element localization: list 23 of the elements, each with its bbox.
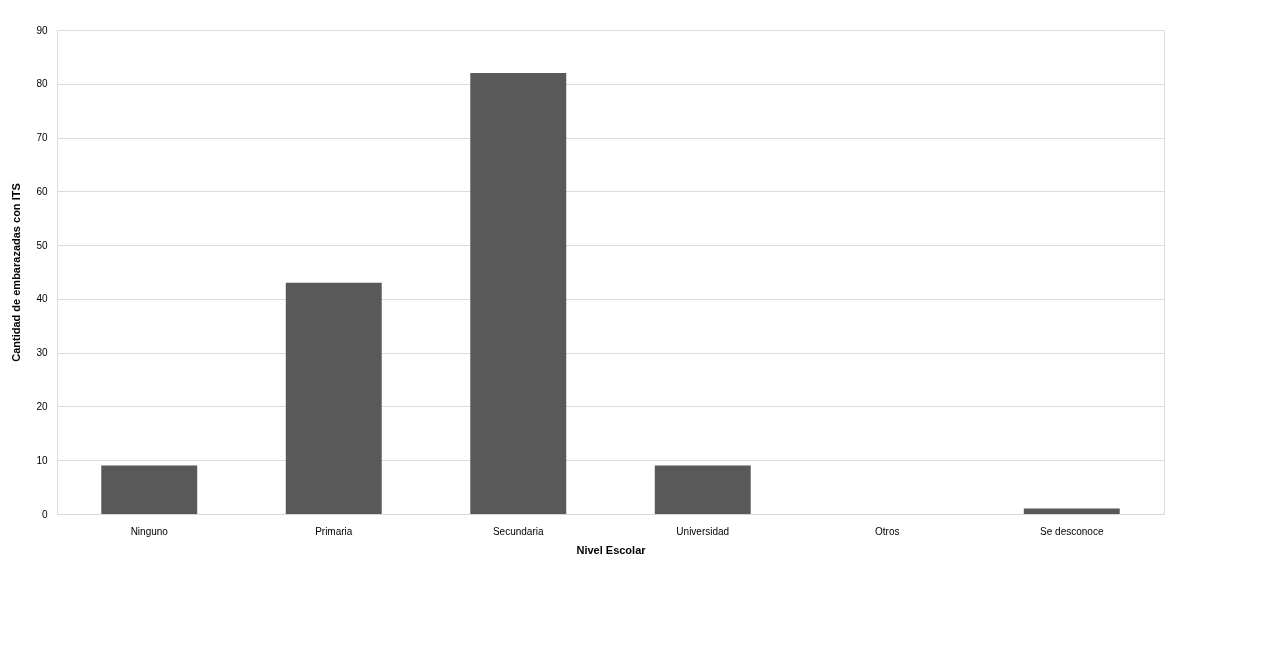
y-tick-label: 80 (36, 78, 48, 90)
y-tick-label: 70 (36, 132, 48, 144)
bar (1023, 508, 1120, 514)
y-tick-label: 0 (41, 508, 48, 520)
x-axis-title: Nivel Escolar (576, 543, 647, 556)
y-tick-label: 10 (36, 454, 48, 466)
x-tick-label: Primaria (315, 525, 353, 537)
x-tick-label: Universidad (676, 525, 730, 537)
y-tick-label: 40 (36, 293, 48, 305)
y-tick-label: 90 (36, 24, 48, 36)
x-tick-label: Ninguno (130, 525, 169, 537)
bar (470, 73, 567, 514)
x-tick-label: Se desconoce (1040, 525, 1104, 537)
bar (285, 282, 382, 514)
bar (101, 465, 198, 514)
y-axis-title: Cantidad de embarazadas con ITS (10, 183, 23, 362)
y-tick-label: 60 (36, 185, 48, 197)
x-tick-label: Otros (875, 525, 900, 537)
y-tick-label: 20 (36, 400, 48, 412)
x-tick-label: Secundaria (492, 525, 544, 537)
y-tick-label: 50 (36, 239, 48, 251)
y-tick-label: 30 (36, 347, 48, 359)
bar (654, 465, 751, 514)
